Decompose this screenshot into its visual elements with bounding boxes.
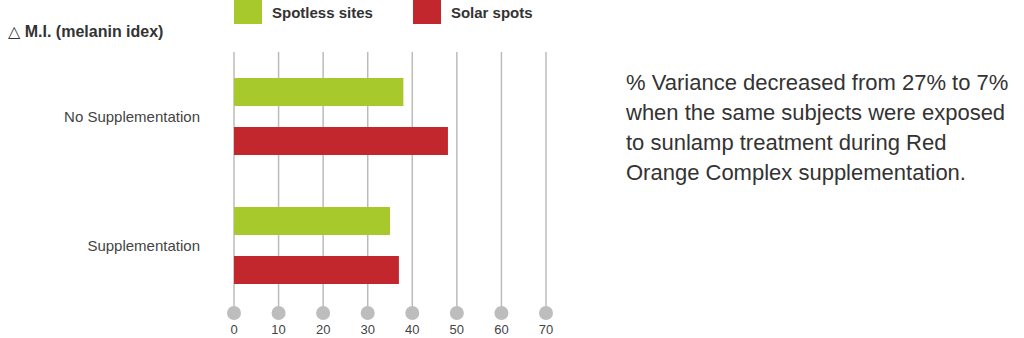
- html-text:△ M.I. (melanin idex): △ M.I. (melanin idex): [8, 23, 164, 40]
- svg-text:60: 60: [494, 322, 508, 337]
- svg-text:Supplementation: Supplementation: [87, 237, 200, 254]
- svg-text:0: 0: [230, 322, 237, 337]
- svg-text:30: 30: [360, 322, 374, 337]
- svg-text:No Supplementation: No Supplementation: [64, 108, 200, 125]
- svg-text:10: 10: [271, 322, 285, 337]
- svg-text:40: 40: [405, 322, 419, 337]
- svg-text:50: 50: [450, 322, 464, 337]
- svg-text:20: 20: [316, 322, 330, 337]
- html-text:Solar spots: Solar spots: [450, 3, 533, 21]
- svg-text:70: 70: [539, 322, 553, 337]
- html-text:Spotless sites: Spotless sites: [272, 3, 373, 21]
- html-text:% Variance decreased from 27%: % Variance decreased from 27% to 7% when…: [626, 70, 1009, 185]
